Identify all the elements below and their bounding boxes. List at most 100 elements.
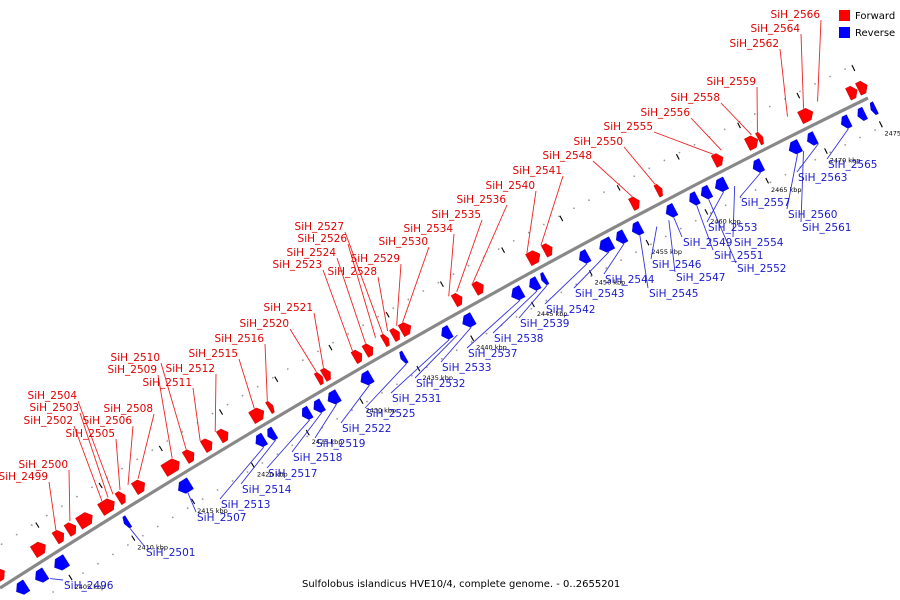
- reverse-gene-arrow: [807, 131, 819, 146]
- tick-label: 2450 kbp: [595, 279, 626, 287]
- forward-gene-label: SiH_2562: [730, 38, 779, 50]
- guide-dot: [15, 533, 18, 536]
- reverse-gene-label: SiH_2537: [468, 348, 517, 360]
- reverse-leader-line: [603, 243, 625, 275]
- guide-dot: [512, 239, 515, 242]
- forward-leader-line: [396, 263, 402, 326]
- guide-dot: [485, 332, 488, 335]
- guide-dot: [635, 251, 637, 254]
- reverse-gene-arrow: [16, 579, 31, 595]
- guide-dot: [664, 235, 667, 238]
- forward-gene-arrow: [379, 333, 390, 348]
- forward-gene-arrow: [0, 568, 5, 582]
- guide-dot: [440, 357, 443, 360]
- forward-gene-label: SiH_2541: [513, 165, 562, 177]
- forward-gene-arrow: [199, 438, 213, 453]
- guide-dot: [588, 199, 590, 202]
- legend: Forward Reverse: [839, 10, 895, 39]
- legend-reverse-swatch: [839, 27, 850, 38]
- guide-dot: [724, 204, 727, 207]
- tick-mark-bottom: [416, 365, 421, 372]
- reverse-leader-line: [668, 220, 676, 273]
- reverse-gene-arrow: [689, 191, 701, 206]
- forward-gene-arrow: [75, 512, 93, 530]
- reverse-leader-line: [800, 151, 804, 223]
- guide-dot: [784, 173, 787, 176]
- reverse-gene-label: SiH_2561: [802, 222, 851, 234]
- reverse-gene-arrow: [857, 106, 868, 121]
- forward-leader-line: [817, 19, 822, 102]
- forward-leader-line: [79, 412, 109, 498]
- reverse-gene-label: SiH_2554: [734, 237, 784, 249]
- tick-mark-top: [274, 376, 279, 383]
- guide-dot: [470, 341, 473, 343]
- tick-mark-bottom: [305, 429, 310, 436]
- guide-dot: [814, 158, 817, 161]
- reverse-gene-arrow: [714, 176, 730, 192]
- reverse-gene-label: SiH_2518: [293, 452, 342, 464]
- forward-leader-line: [690, 117, 722, 151]
- reverse-gene-label: SiH_2538: [494, 333, 543, 345]
- guide-dot: [723, 128, 726, 131]
- forward-gene-arrow: [29, 541, 46, 559]
- forward-gene-label: SiH_2520: [240, 318, 289, 330]
- guide-dot: [753, 113, 756, 115]
- forward-gene-label: SiH_2529: [351, 253, 400, 265]
- forward-gene-arrow: [160, 458, 180, 477]
- guide-dot: [241, 394, 244, 397]
- forward-leader-line: [779, 48, 788, 117]
- guide-dot: [396, 383, 398, 386]
- reverse-gene-label: SiH_2544: [605, 274, 655, 286]
- forward-gene-label: SiH_2548: [543, 150, 592, 162]
- guide-dot: [407, 298, 410, 301]
- guide-dot: [276, 453, 279, 456]
- forward-gene-label: SiH_2499: [0, 471, 48, 483]
- forward-leader-line: [720, 102, 752, 136]
- guide-dot: [573, 207, 575, 210]
- guide-dot: [211, 412, 214, 415]
- forward-gene-arrow: [710, 153, 724, 168]
- tick-label: 2445 kbp: [537, 310, 568, 318]
- forward-gene-label: SiH_2503: [30, 402, 79, 414]
- tick-label: 2435 kbp: [422, 374, 453, 382]
- guide-dot: [467, 264, 470, 267]
- reverse-leader-line: [314, 403, 337, 439]
- reverse-gene-label: SiH_2565: [828, 159, 877, 171]
- forward-gene-arrow: [215, 428, 229, 444]
- guide-dot: [650, 243, 652, 246]
- reverse-leader-line: [650, 226, 658, 260]
- reverse-gene-label: SiH_2552: [737, 263, 786, 275]
- reverse-gene-label: SiH_2553: [708, 222, 757, 234]
- reverse-gene-label: SiH_2546: [652, 259, 702, 271]
- reverse-leader-line: [466, 299, 521, 349]
- guide-dot: [410, 374, 413, 377]
- reverse-leader-line: [786, 154, 798, 210]
- forward-gene-label: SiH_2512: [166, 363, 215, 375]
- reverse-gene-label: SiH_2507: [197, 512, 246, 524]
- forward-leader-line: [800, 33, 804, 109]
- guide-dot: [52, 591, 55, 593]
- reverse-gene-label: SiH_2557: [741, 197, 790, 209]
- reverse-gene-label: SiH_2547: [676, 272, 725, 284]
- reverse-gene-label: SiH_2513: [221, 499, 270, 511]
- forward-gene-arrow: [265, 400, 275, 414]
- tick-mark-bottom: [191, 498, 196, 505]
- forward-leader-line: [48, 481, 57, 531]
- reverse-gene-arrow: [788, 139, 803, 155]
- guide-dot: [60, 505, 63, 508]
- forward-leader-line: [448, 233, 455, 297]
- guide-dot: [136, 458, 139, 461]
- guide-dot: [91, 486, 93, 489]
- tick-mark-bottom: [878, 121, 883, 127]
- guide-dot: [112, 553, 114, 556]
- forward-gene-label: SiH_2528: [328, 266, 377, 278]
- reverse-gene-label: SiH_2543: [575, 288, 624, 300]
- tick-mark-top: [439, 281, 444, 287]
- reverse-leader-line: [492, 290, 538, 334]
- tick-label: 2465 kbp: [771, 186, 802, 194]
- reverse-leader-line: [518, 285, 548, 319]
- guide-dot: [422, 290, 425, 292]
- forward-gene-label: SiH_2515: [189, 348, 238, 360]
- forward-leader-line: [623, 146, 656, 185]
- reverse-leader-line: [240, 439, 277, 485]
